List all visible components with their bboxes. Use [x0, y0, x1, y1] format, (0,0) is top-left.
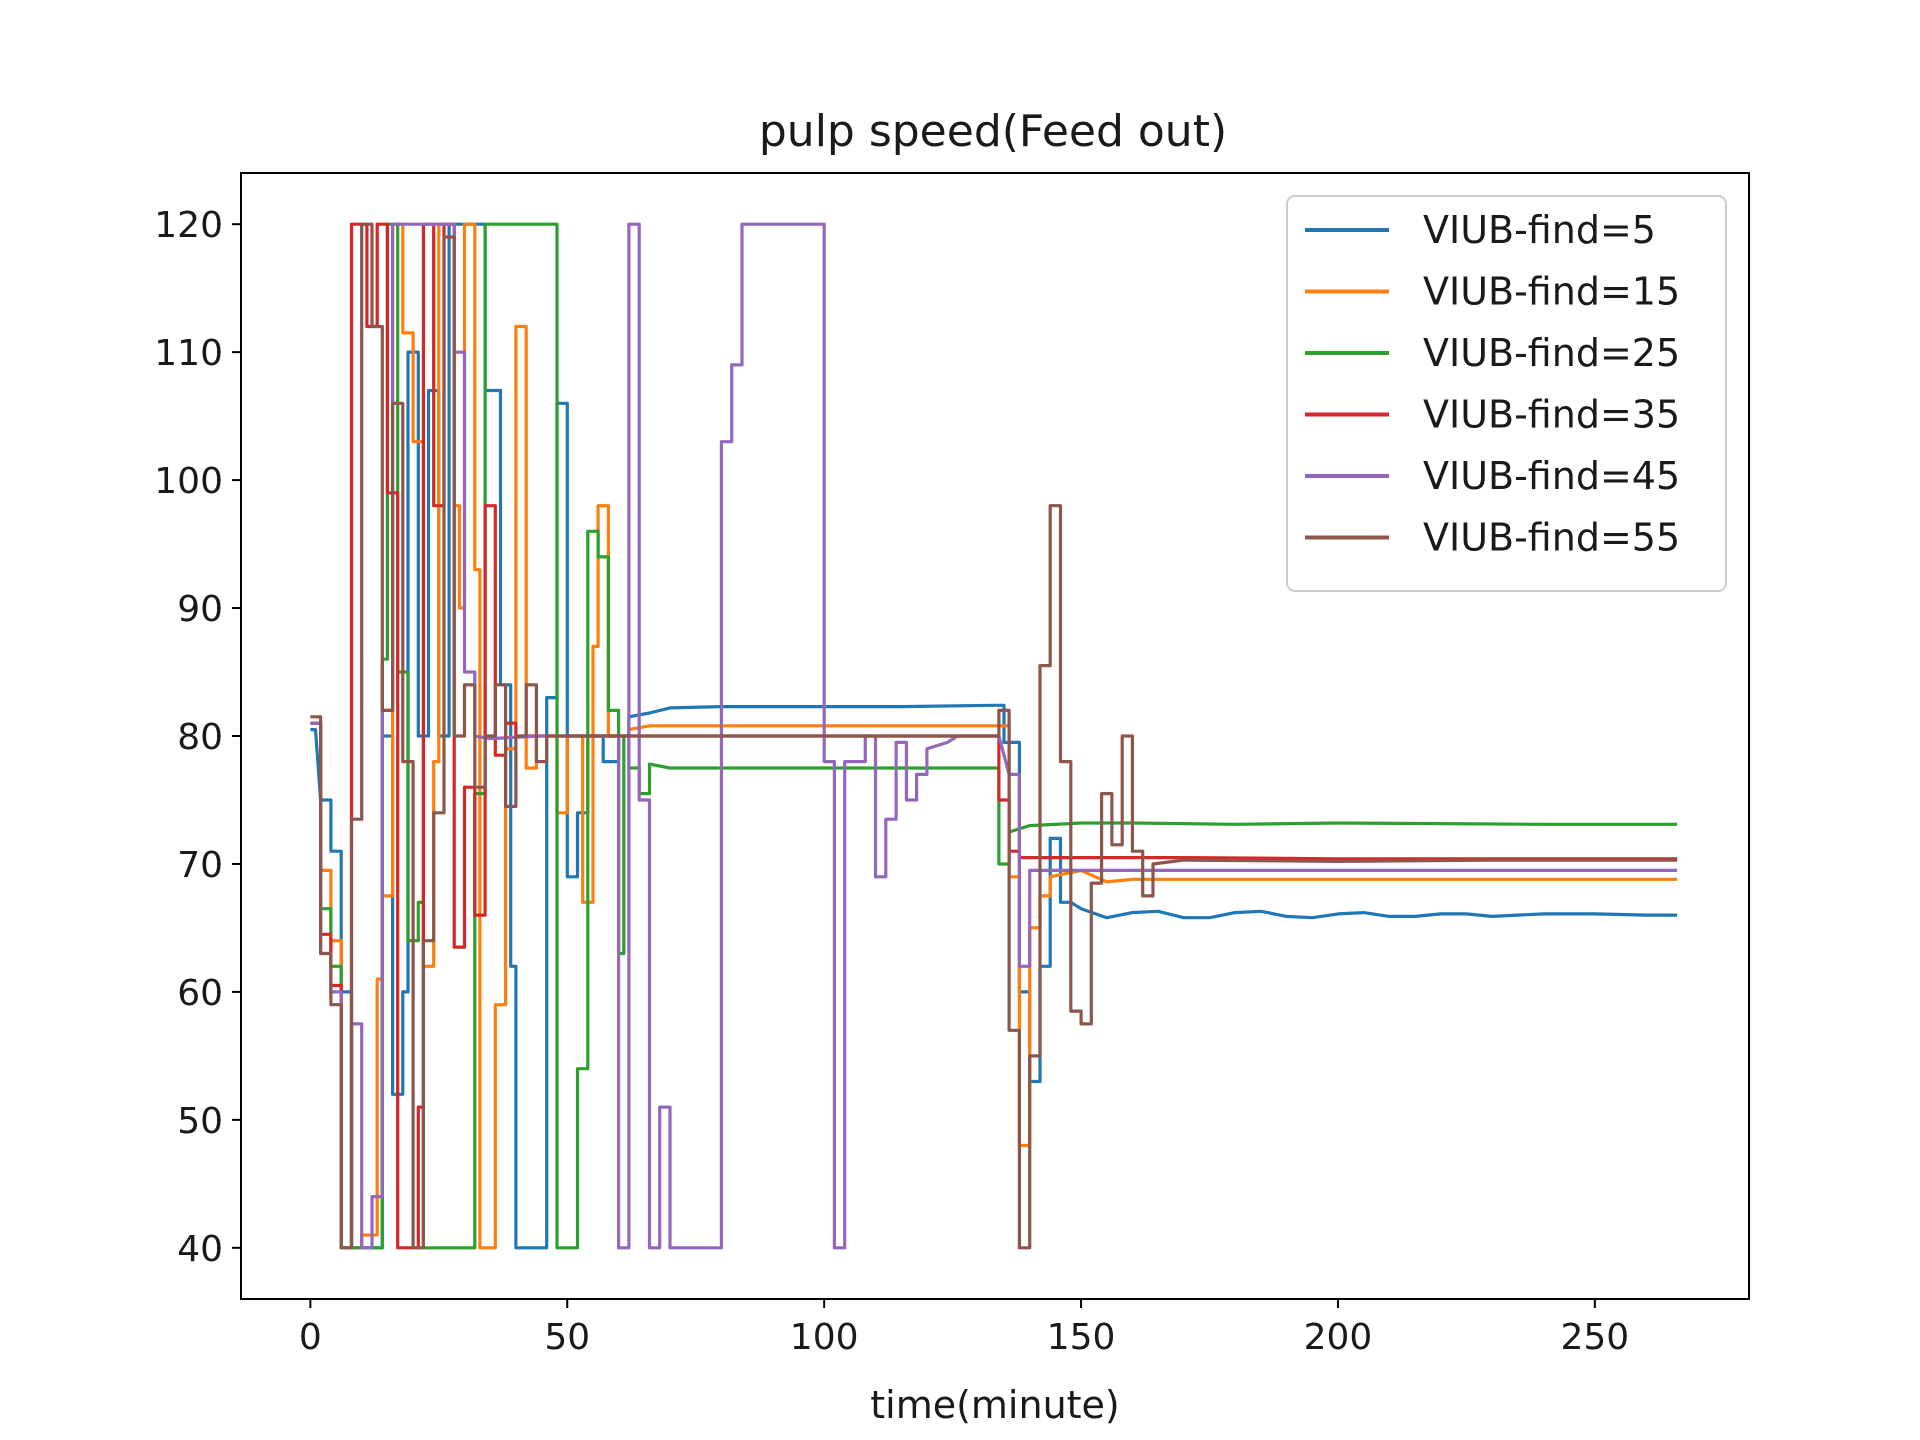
- y-tick-label: 60: [177, 973, 223, 1014]
- legend-label: VIUB-find=45: [1423, 454, 1680, 498]
- chart-title: pulp speed(Feed out): [759, 106, 1227, 157]
- y-tick-label: 50: [177, 1101, 223, 1142]
- series-line-1: [310, 222, 1678, 1250]
- x-tick-label: 150: [1047, 1317, 1116, 1358]
- legend-label: VIUB-find=15: [1423, 270, 1680, 314]
- series-line-6: [310, 222, 1678, 1250]
- x-tick-label: 100: [790, 1317, 859, 1358]
- y-tick-label: 80: [177, 717, 223, 758]
- legend-box: [1286, 195, 1727, 592]
- y-tick-label: 110: [154, 333, 223, 374]
- y-tick-label: 120: [154, 205, 223, 246]
- chart-title-group: pulp speed(Feed out): [759, 106, 1227, 157]
- legend: VIUB-find=5 VIUB-find=15 VIUB-find=25 VIUB-…: [1286, 195, 1727, 592]
- x-tick-label: 0: [299, 1317, 322, 1358]
- legend-label: VIUB-find=5: [1423, 208, 1656, 252]
- y-axis: 40 50 60 70 80 90 100 110 120: [154, 205, 241, 1270]
- series-line-3: [310, 222, 1678, 1250]
- x-axis-label: time(minute): [870, 1383, 1120, 1427]
- series-line-5: [310, 222, 1678, 1250]
- x-axis: 0 50 100 150 200 250: [299, 1299, 1629, 1358]
- x-tick-label: 200: [1304, 1317, 1373, 1358]
- legend-label: VIUB-find=35: [1423, 393, 1680, 437]
- x-tick-label: 50: [544, 1317, 590, 1358]
- y-tick-label: 40: [177, 1229, 223, 1270]
- legend-label: VIUB-find=55: [1423, 516, 1680, 560]
- y-tick-label: 100: [154, 461, 223, 502]
- series-layer: [310, 222, 1678, 1250]
- x-tick-label: 250: [1561, 1317, 1630, 1358]
- y-tick-label: 70: [177, 845, 223, 886]
- y-tick-label: 90: [177, 589, 223, 630]
- legend-label: VIUB-find=25: [1423, 331, 1680, 375]
